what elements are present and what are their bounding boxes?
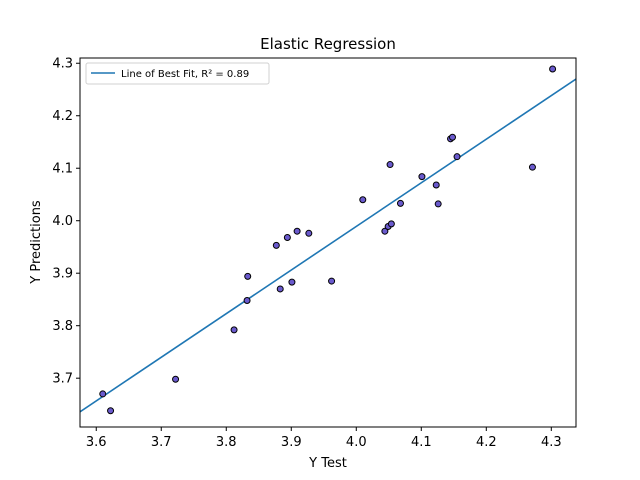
data-point [283, 234, 291, 242]
data-point [99, 390, 107, 398]
y-tick-label: 4.3 [52, 57, 73, 72]
x-tick-label: 3.6 [86, 435, 107, 450]
data-point [243, 297, 251, 304]
y-axis-label: Y Predictions [29, 200, 44, 285]
x-tick-label: 4.2 [476, 435, 497, 450]
y-tick-label: 4.1 [52, 162, 73, 177]
y-tick-label: 3.9 [52, 267, 73, 282]
y-tick-label: 4.2 [52, 109, 73, 124]
x-axis: 3.6 3.7 3.8 3.9 4.0 4.1 4.2 4.3 [86, 427, 562, 450]
data-point [396, 199, 404, 207]
x-axis-label: Y Test [308, 456, 347, 471]
data-point [107, 407, 115, 415]
x-tick-label: 4.0 [346, 435, 367, 450]
x-tick-label: 4.3 [541, 435, 562, 450]
x-tick-label: 4.1 [411, 435, 432, 450]
x-tick-label: 3.7 [151, 435, 172, 450]
plot-frame [79, 57, 577, 428]
data-point [359, 196, 367, 204]
best-fit-line [80, 78, 576, 413]
data-point [386, 161, 394, 169]
data-point [276, 285, 284, 293]
legend: Line of Best Fit, R² = 0.89 [85, 62, 270, 85]
legend-box [85, 62, 270, 85]
data-point [293, 227, 301, 235]
data-point [434, 200, 442, 208]
data-point [453, 153, 461, 161]
data-point [272, 241, 280, 249]
data-point [328, 277, 336, 285]
data-point [172, 375, 180, 383]
data-point [387, 220, 395, 228]
y-tick-label: 3.7 [52, 372, 73, 387]
y-tick-label: 3.8 [52, 319, 73, 334]
legend-label: Line of Best Fit, R² = 0.89 [121, 69, 249, 80]
y-axis: 3.7 3.8 3.9 4.0 4.1 4.2 4.3 [52, 57, 80, 387]
data-point [381, 227, 389, 235]
plot-area [80, 65, 576, 415]
data-point [288, 278, 296, 286]
data-point [448, 133, 456, 141]
data-point [432, 181, 440, 189]
chart-title: Elastic Regression [260, 35, 396, 53]
x-tick-label: 3.8 [216, 435, 237, 450]
data-point [528, 163, 536, 171]
x-tick-label: 3.9 [281, 435, 302, 450]
data-point [549, 65, 557, 73]
data-point [305, 229, 313, 237]
y-tick-label: 4.0 [52, 214, 73, 229]
data-point [418, 173, 426, 181]
data-point [230, 326, 238, 334]
data-point [244, 272, 252, 280]
